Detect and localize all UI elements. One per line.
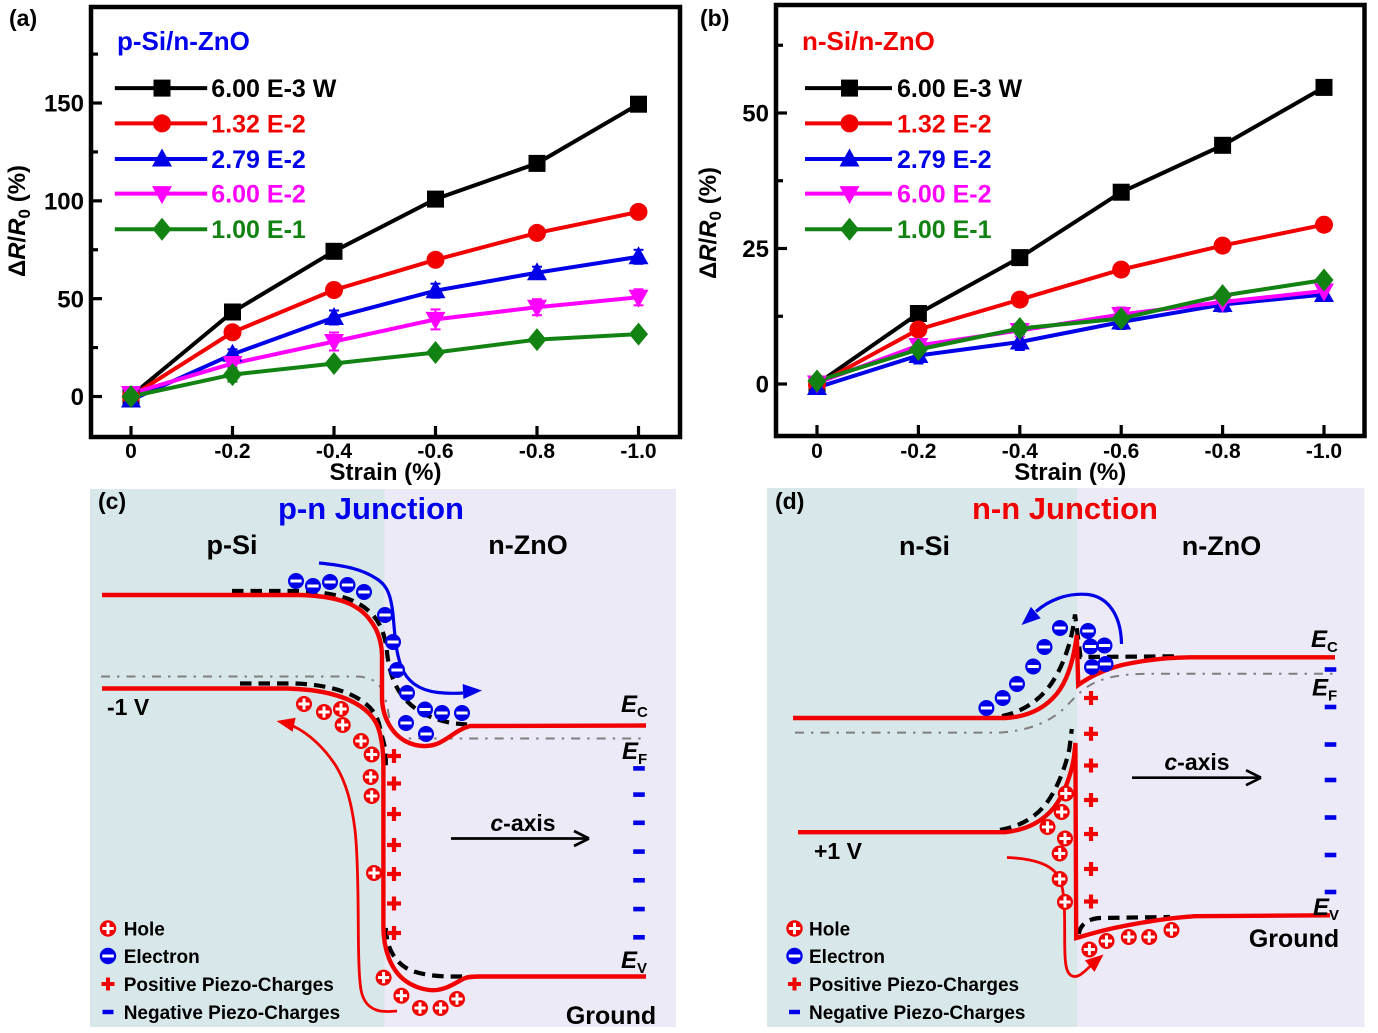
svg-text:Negative Piezo-Charges: Negative Piezo-Charges	[124, 1003, 340, 1024]
svg-text:2.79 E-2: 2.79 E-2	[897, 146, 992, 174]
svg-text:(d): (d)	[775, 488, 804, 514]
svg-text:Strain (%): Strain (%)	[329, 459, 441, 486]
svg-text:E: E	[1312, 675, 1329, 702]
svg-text:1.00 E-1: 1.00 E-1	[211, 216, 306, 244]
svg-text:Negative Piezo-Charges: Negative Piezo-Charges	[809, 1003, 1025, 1024]
svg-text:ΔR/R0 (%): ΔR/R0 (%)	[695, 167, 725, 279]
svg-text:Hole: Hole	[124, 920, 165, 941]
svg-text:0: 0	[756, 372, 769, 399]
svg-text:-0.6: -0.6	[417, 440, 453, 463]
svg-text:F: F	[1328, 688, 1337, 705]
svg-text:p-Si: p-Si	[207, 530, 258, 560]
svg-text:-0.6: -0.6	[1103, 440, 1139, 463]
svg-text:Electron: Electron	[809, 947, 885, 968]
svg-text:ΔR/R0 (%): ΔR/R0 (%)	[4, 165, 34, 277]
svg-text:n-Si/n-ZnO: n-Si/n-ZnO	[802, 26, 935, 56]
svg-text:E: E	[622, 738, 639, 765]
svg-text:0: 0	[811, 440, 823, 463]
svg-text:E: E	[621, 691, 638, 718]
svg-text:E: E	[1313, 894, 1330, 921]
svg-text:-1.0: -1.0	[1306, 440, 1342, 463]
svg-text:c-axis: c-axis	[1164, 749, 1229, 775]
svg-text:100: 100	[44, 188, 84, 215]
svg-text:Hole: Hole	[809, 920, 850, 941]
svg-text:Ground: Ground	[1249, 925, 1339, 953]
svg-text:2.79 E-2: 2.79 E-2	[211, 146, 306, 174]
svg-text:E: E	[1311, 626, 1328, 653]
svg-text:+1 V: +1 V	[814, 838, 863, 864]
svg-text:1.00 E-1: 1.00 E-1	[897, 216, 992, 244]
svg-text:0: 0	[125, 440, 137, 463]
svg-text:-0.4: -0.4	[316, 440, 353, 463]
svg-text:Positive Piezo-Charges: Positive Piezo-Charges	[124, 975, 334, 996]
svg-text:Electron: Electron	[124, 947, 200, 968]
svg-text:6.00 E-3 W: 6.00 E-3 W	[211, 75, 336, 103]
svg-text:E: E	[621, 947, 638, 974]
svg-text:(a): (a)	[9, 5, 37, 31]
svg-text:Ground: Ground	[566, 1002, 656, 1030]
svg-text:25: 25	[742, 236, 769, 263]
svg-text:n-ZnO: n-ZnO	[488, 530, 567, 560]
svg-text:6.00 E-2: 6.00 E-2	[211, 181, 306, 209]
svg-text:-0.2: -0.2	[900, 440, 936, 463]
svg-text:-0.8: -0.8	[519, 440, 556, 463]
svg-text:6.00 E-3 W: 6.00 E-3 W	[897, 75, 1022, 103]
svg-text:-0.2: -0.2	[214, 440, 250, 463]
svg-text:1.32 E-2: 1.32 E-2	[897, 110, 992, 138]
svg-text:(b): (b)	[700, 5, 729, 31]
svg-text:n-Si: n-Si	[899, 531, 950, 561]
svg-text:Positive Piezo-Charges: Positive Piezo-Charges	[809, 975, 1019, 996]
svg-text:-1.0: -1.0	[620, 440, 656, 463]
svg-text:50: 50	[57, 286, 84, 313]
svg-text:F: F	[638, 751, 647, 768]
svg-text:0: 0	[71, 384, 84, 411]
svg-text:150: 150	[44, 91, 84, 118]
svg-text:50: 50	[742, 101, 769, 128]
svg-text:-0.4: -0.4	[1002, 440, 1039, 463]
svg-text:1.32 E-2: 1.32 E-2	[211, 110, 306, 138]
svg-text:6.00 E-2: 6.00 E-2	[897, 181, 992, 209]
svg-text:V: V	[1329, 907, 1339, 924]
svg-text:-0.8: -0.8	[1205, 440, 1242, 463]
svg-text:p-n Junction: p-n Junction	[278, 491, 464, 526]
svg-text:Strain (%): Strain (%)	[1014, 459, 1126, 486]
svg-text:C: C	[637, 704, 648, 721]
svg-text:p-Si/n-ZnO: p-Si/n-ZnO	[117, 26, 250, 56]
svg-text:c-axis: c-axis	[490, 810, 555, 836]
svg-text:V: V	[637, 960, 647, 977]
svg-text:n-n Junction: n-n Junction	[972, 491, 1158, 526]
svg-text:C: C	[1327, 639, 1338, 656]
svg-text:-1 V: -1 V	[107, 694, 150, 720]
svg-text:(c): (c)	[98, 488, 126, 514]
svg-text:n-ZnO: n-ZnO	[1182, 531, 1261, 561]
